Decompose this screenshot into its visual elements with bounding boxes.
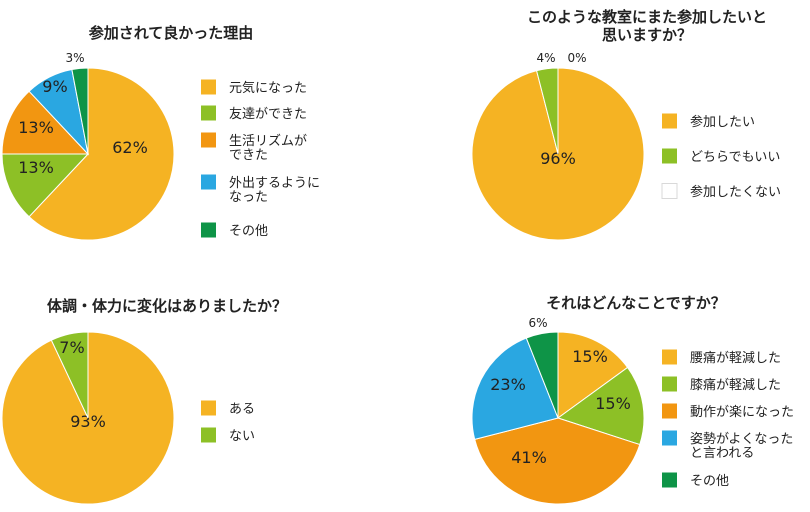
legend-swatch xyxy=(662,430,677,446)
legend-swatch xyxy=(662,148,677,164)
legend-swatch xyxy=(201,105,216,121)
legend-label: 外出するようになった xyxy=(229,176,320,205)
legend-label: 動作が楽になった xyxy=(690,404,794,420)
slice-value-label: 23% xyxy=(490,375,526,394)
chart-title: それはどんなことですか？ xyxy=(546,294,726,312)
legend-swatch xyxy=(662,472,677,488)
pie-chart-4: それはどんなことですか？ 15% 15% 41% 23% 6% 腰痛が軽減した膝痛が軽減した… xyxy=(471,294,794,505)
legend-swatch xyxy=(201,132,216,148)
pie-slice xyxy=(471,337,559,440)
pie-slice xyxy=(474,417,641,505)
legend-swatch xyxy=(662,403,677,419)
slice-value-label: 4% xyxy=(536,51,555,65)
pie-slice xyxy=(1,331,175,505)
legend-label: 参加したい xyxy=(690,114,755,130)
slice-value-label: 0% xyxy=(567,51,586,65)
pie-chart-2: このような教室にまた参加したいと思いますか？ 96% 4% 0% 参加したいどちらでもい… xyxy=(471,8,781,241)
pie-slice xyxy=(28,67,175,241)
legend-label: その他 xyxy=(229,224,268,239)
slice-value-label: 13% xyxy=(18,158,54,177)
legend-label: 友達ができた xyxy=(229,106,307,122)
legend-swatch xyxy=(201,222,216,238)
legend-label: その他 xyxy=(690,474,729,489)
slice-value-label: 3% xyxy=(65,51,84,65)
pie-slice xyxy=(557,331,629,419)
chart-title: 体調・体力に変化はありましたか？ xyxy=(47,297,287,315)
slice-value-label: 41% xyxy=(511,448,547,467)
slice-value-label: 15% xyxy=(572,347,608,366)
slice-value-label: 13% xyxy=(18,118,54,137)
legend-label: 生活リズムができた xyxy=(229,133,307,163)
slice-value-label: 62% xyxy=(112,138,148,157)
legend-label: 腰痛が軽減した xyxy=(690,350,781,366)
legend-label: ない xyxy=(229,429,255,444)
legend-swatch xyxy=(201,79,216,95)
legend-label: 参加したくない xyxy=(690,184,781,200)
legend-swatch xyxy=(662,349,677,365)
chart-title: このような教室にまた参加したいと思いますか？ xyxy=(527,8,767,44)
legend-label: ある xyxy=(229,402,255,417)
legend-swatch xyxy=(661,183,678,199)
pie-slice xyxy=(50,331,89,419)
slice-value-label: 7% xyxy=(59,338,84,357)
legend-label: 膝痛が軽減した xyxy=(690,377,781,393)
slice-value-label: 15% xyxy=(595,394,631,413)
legend-label: 姿勢がよくなったと言われる xyxy=(690,431,793,461)
legend-swatch xyxy=(201,174,216,190)
pie-chart-1: 参加されて良かった理由 62% 13% 13% 9% 3% 元気になった友達ができた生活リズ… xyxy=(1,24,320,241)
legend-label: 元気になった xyxy=(229,80,307,96)
pie-slice xyxy=(525,331,559,419)
legend-swatch xyxy=(201,427,216,443)
slice-value-label: 6% xyxy=(528,316,547,330)
slice-value-label: 9% xyxy=(42,77,67,96)
pie-slice xyxy=(1,90,90,155)
legend-label: どちらでもいい xyxy=(690,150,780,165)
chart-title: 参加されて良かった理由 xyxy=(89,24,254,42)
pie-slice xyxy=(71,67,89,155)
legend-swatch xyxy=(662,113,677,129)
pie-slice xyxy=(536,67,559,155)
slice-value-label: 96% xyxy=(540,149,576,168)
pie-slice xyxy=(556,366,645,446)
legend-swatch xyxy=(201,400,216,416)
legend-swatch xyxy=(662,376,677,392)
pie-slice xyxy=(1,153,90,218)
slice-value-label: 93% xyxy=(70,412,106,431)
